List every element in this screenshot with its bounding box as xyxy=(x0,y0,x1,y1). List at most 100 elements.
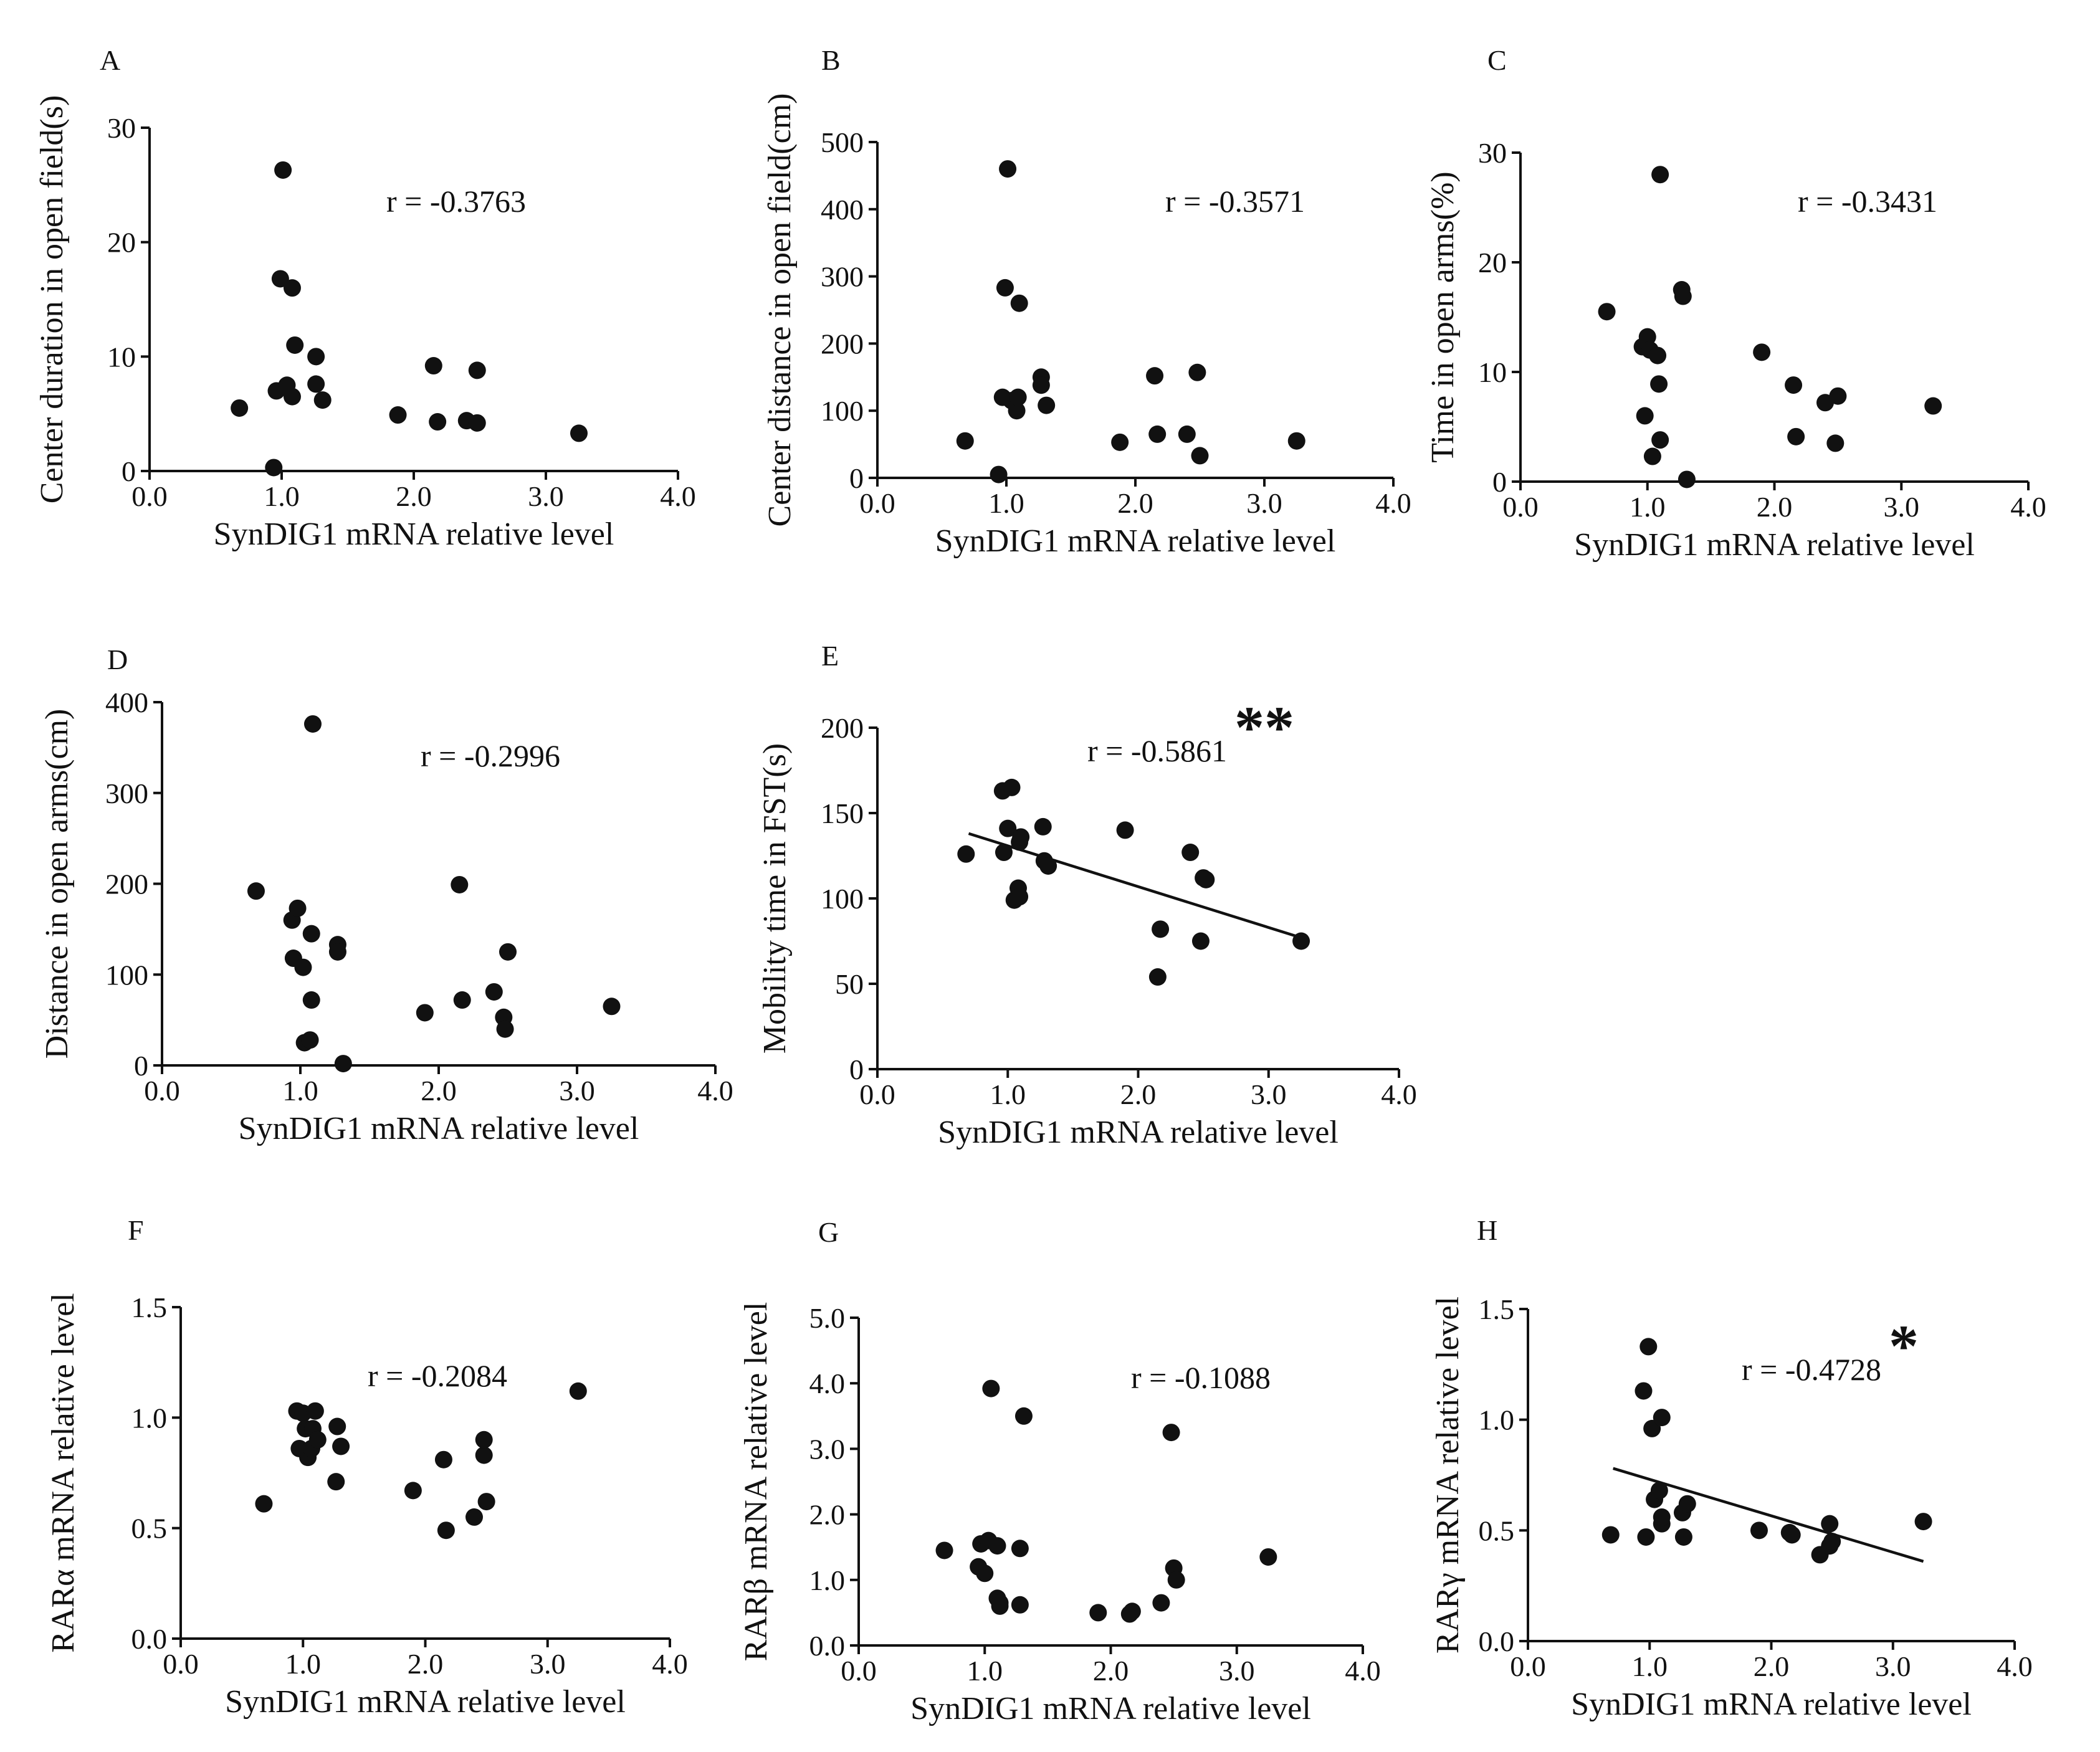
x-tick-label: 0.0 xyxy=(131,480,168,512)
panel-letter-h: H xyxy=(1477,1214,1497,1246)
data-point xyxy=(1162,1424,1180,1442)
x-tick-label: 2.0 xyxy=(408,1648,444,1680)
data-point xyxy=(1785,376,1803,394)
y-tick-label: 200 xyxy=(105,869,148,900)
correlation-label-h: r = -0.4728 xyxy=(1742,1352,1881,1387)
x-tick-label: 1.0 xyxy=(1630,491,1666,523)
data-point xyxy=(1197,870,1215,888)
x-tick-label: 3.0 xyxy=(1251,1078,1287,1110)
x-tick-label: 0.0 xyxy=(841,1655,877,1687)
data-point xyxy=(1650,375,1668,393)
data-point xyxy=(485,983,503,1001)
data-point xyxy=(434,1450,452,1469)
data-point xyxy=(1167,1571,1185,1589)
x-tick-label: 2.0 xyxy=(1754,1650,1790,1682)
x-tick-label: 3.0 xyxy=(530,1648,566,1680)
x-tick-label: 3.0 xyxy=(1219,1655,1255,1687)
data-point xyxy=(1014,1407,1033,1425)
data-point xyxy=(404,1482,422,1500)
panel-h: H 0.0 1.0 2.0 3.0 4.0 0.0 0.5 1.0 1.5 SynDIG1 mRNA… xyxy=(1430,1214,2033,1722)
y-tick-label: 400 xyxy=(821,194,864,226)
data-point xyxy=(1116,821,1134,839)
data-point xyxy=(1011,1540,1029,1558)
data-point xyxy=(265,459,283,477)
data-point xyxy=(1821,1515,1839,1533)
y-tick-label: 400 xyxy=(105,687,148,718)
data-point xyxy=(496,1020,514,1038)
x-tick-label: 3.0 xyxy=(528,480,564,512)
data-point xyxy=(475,1446,493,1464)
data-point xyxy=(999,160,1017,178)
data-point xyxy=(1152,1594,1170,1612)
data-point xyxy=(1601,1526,1620,1544)
data-point xyxy=(957,845,975,863)
x-tick-label: 1.0 xyxy=(990,1078,1026,1110)
x-tick-label: 3.0 xyxy=(1875,1650,1911,1682)
data-point xyxy=(1823,1533,1841,1551)
data-point xyxy=(1753,343,1771,361)
data-point xyxy=(328,943,346,961)
y-tick-label: 30 xyxy=(1478,137,1507,169)
data-point xyxy=(274,161,292,179)
x-axis-title-e: SynDIG1 mRNA relative level xyxy=(938,1115,1339,1150)
panel-a: A 0.0 1.0 2.0 3.0 4.0 0 10 20 30 SynDIG1 mRNA rela… xyxy=(34,44,696,552)
data-point xyxy=(1038,396,1056,414)
y-tick-label: 0 xyxy=(849,1054,864,1085)
x-tick-label: 2.0 xyxy=(1120,1078,1157,1110)
data-point xyxy=(468,414,486,432)
significance-marker-e: ** xyxy=(1234,694,1294,761)
data-point xyxy=(1008,402,1026,420)
y-tick-label: 4.0 xyxy=(809,1368,846,1399)
x-axis-title-d: SynDIG1 mRNA relative level xyxy=(239,1111,639,1146)
y-tick-label: 0 xyxy=(1492,466,1507,498)
data-point xyxy=(1674,287,1692,305)
data-point xyxy=(453,991,471,1009)
data-point xyxy=(1653,1409,1671,1427)
data-point xyxy=(570,424,588,442)
data-point xyxy=(1678,470,1696,488)
data-point xyxy=(1674,1528,1692,1546)
y-tick-label: 0.5 xyxy=(1479,1515,1515,1546)
x-tick-label: 4.0 xyxy=(2010,491,2046,523)
data-point xyxy=(1034,817,1052,836)
data-point xyxy=(1635,1382,1653,1400)
data-point xyxy=(956,432,974,450)
y-axis-title-h: RARγ mRNA relative level xyxy=(1430,1297,1466,1654)
data-point xyxy=(1783,1526,1801,1544)
data-point xyxy=(1787,427,1805,445)
data-point xyxy=(1914,1513,1932,1531)
data-point xyxy=(416,1004,434,1022)
data-point xyxy=(283,279,301,297)
y-tick-label: 0.5 xyxy=(131,1513,168,1545)
data-point xyxy=(1650,1482,1668,1500)
x-tick-label: 2.0 xyxy=(396,480,432,512)
x-tick-label: 4.0 xyxy=(652,1648,688,1680)
data-point xyxy=(1191,447,1209,465)
data-point xyxy=(1011,888,1029,906)
data-point xyxy=(995,844,1013,862)
x-tick-label: 0.0 xyxy=(859,1078,895,1110)
y-tick-label: 0.0 xyxy=(809,1630,846,1662)
data-point xyxy=(990,465,1008,483)
data-point xyxy=(1011,1596,1029,1614)
x-tick-label: 4.0 xyxy=(1375,487,1411,519)
x-tick-label: 3.0 xyxy=(1246,487,1282,519)
panel-f: F 0.0 1.0 2.0 3.0 4.0 0.0 0.5 1.0 1.5 SynDIG1 mRNA… xyxy=(45,1214,688,1720)
data-point xyxy=(1009,388,1027,406)
data-point xyxy=(302,991,320,1009)
x-tick-label: 4.0 xyxy=(1345,1655,1381,1687)
data-point xyxy=(308,1431,327,1449)
correlation-label-a: r = -0.3763 xyxy=(386,184,526,219)
data-point xyxy=(1637,1528,1655,1546)
data-point xyxy=(1678,1495,1696,1513)
correlation-label-g: r = -0.1088 xyxy=(1131,1360,1271,1395)
data-point xyxy=(1039,857,1057,875)
data-point xyxy=(1638,328,1656,346)
correlation-label-e: r = -0.5861 xyxy=(1087,733,1227,768)
x-axis-title-h: SynDIG1 mRNA relative level xyxy=(1571,1687,1972,1722)
data-point xyxy=(982,1379,1000,1397)
y-tick-label: 150 xyxy=(821,797,864,829)
y-tick-label: 0.0 xyxy=(131,1623,168,1655)
data-point xyxy=(1003,778,1021,796)
